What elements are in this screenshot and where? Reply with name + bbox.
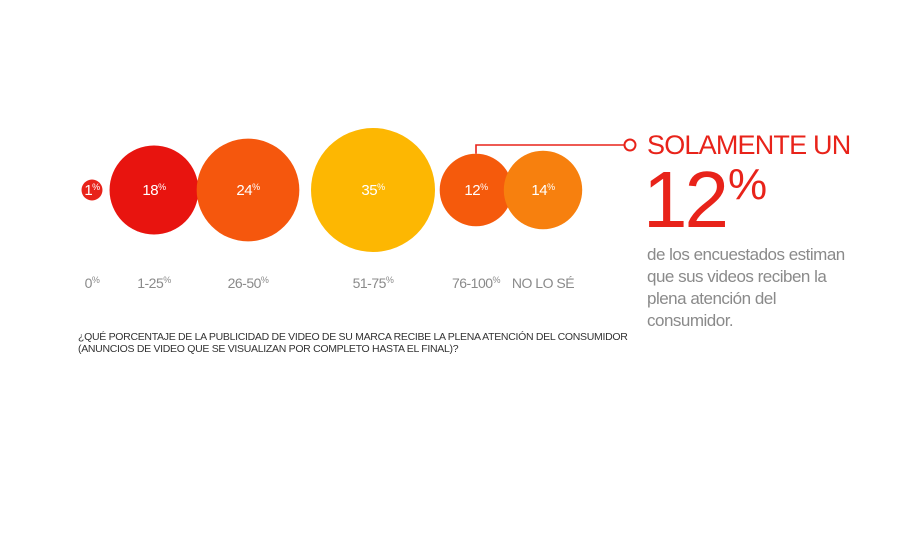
bubble-1 bbox=[109, 145, 199, 235]
category-label: 26-50% bbox=[228, 275, 269, 291]
bubble-4 bbox=[439, 153, 513, 227]
callout-big-figure: 12% bbox=[643, 160, 767, 240]
category-label: 0% bbox=[85, 275, 100, 291]
callout-big-number: 12 bbox=[643, 155, 729, 244]
category-label: 1-25% bbox=[137, 275, 171, 291]
bubble-value-label: 12% bbox=[464, 182, 488, 199]
category-label: 51-75% bbox=[353, 275, 394, 291]
bubble-value-label: 18% bbox=[142, 182, 166, 199]
category-label: 76-100% bbox=[452, 275, 501, 291]
bubble-value-label: 24% bbox=[236, 182, 260, 199]
category-label: NO LO SÉ bbox=[512, 275, 574, 291]
bubble-3 bbox=[311, 128, 435, 252]
callout-description: de los encuestados estiman que sus video… bbox=[647, 245, 845, 330]
bubble-5 bbox=[503, 150, 583, 230]
question-line-2: (ANUNCIOS DE VIDEO QUE SE VISUALIZAN POR… bbox=[78, 343, 459, 355]
bubble-0 bbox=[81, 179, 103, 201]
question-line-1: ¿QUÉ PORCENTAJE DE LA PUBLICIDAD DE VIDE… bbox=[78, 331, 628, 343]
survey-question: ¿QUÉ PORCENTAJE DE LA PUBLICIDAD DE VIDE… bbox=[78, 331, 628, 355]
bubble-value-label: 35% bbox=[361, 182, 385, 199]
callout-connector-line bbox=[475, 144, 624, 154]
ring-marker-icon bbox=[623, 138, 637, 152]
callout-big-unit: % bbox=[727, 160, 768, 209]
callout-title: SOLAMENTE UN bbox=[647, 130, 851, 160]
bubble-2 bbox=[196, 138, 300, 242]
bubble-value-label: 1% bbox=[84, 182, 100, 199]
bubble-value-label: 14% bbox=[531, 182, 555, 199]
